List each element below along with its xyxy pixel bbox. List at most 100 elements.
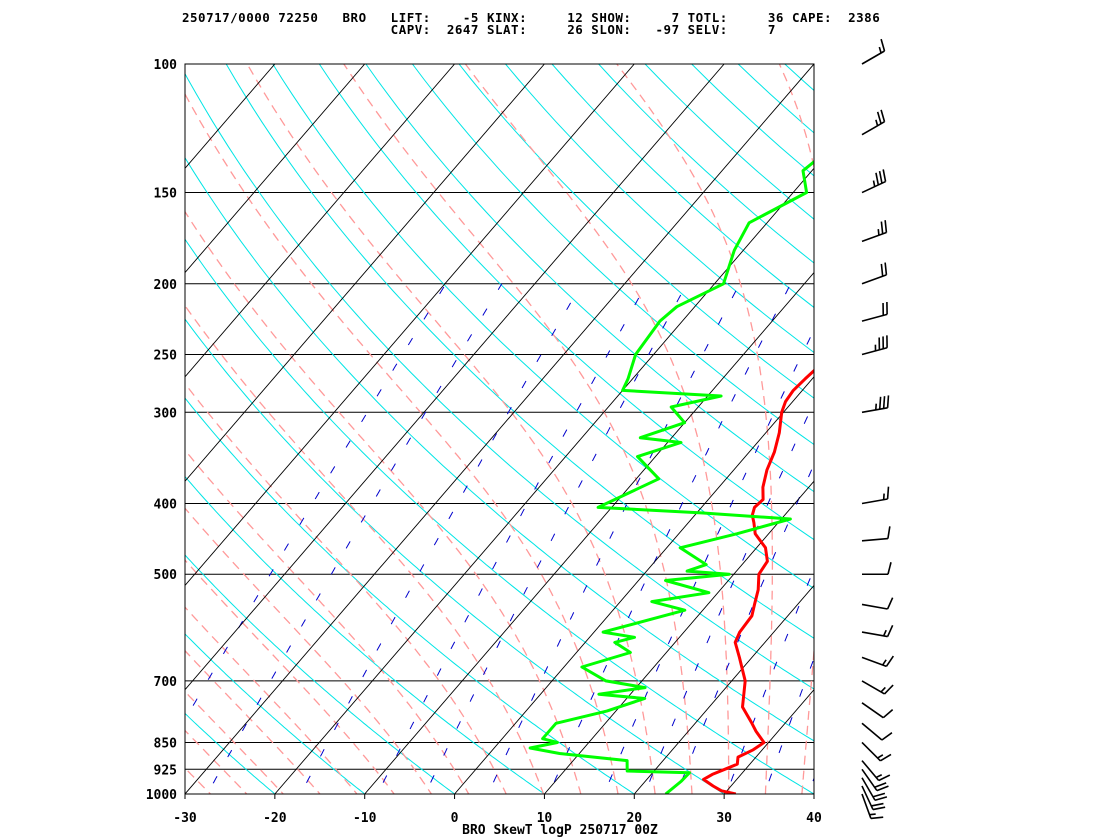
mixing-ratio-line (300, 283, 582, 794)
wind-barb (861, 702, 894, 719)
wind-barb (861, 722, 893, 741)
dry-adiabat (784, 64, 814, 92)
wind-barb-staff (861, 680, 885, 695)
mixing-ratio-line (676, 463, 814, 794)
pressure-tick-label: 1000 (146, 788, 177, 803)
wind-barb-flag (887, 562, 892, 575)
moist-adiabat (185, 507, 433, 794)
wind-barb-staff (861, 722, 883, 741)
wind-barb-half-flag (877, 229, 880, 236)
wind-barb (861, 777, 888, 802)
wind-barb (861, 785, 886, 811)
wind-barb-staff (861, 702, 884, 719)
wind-barb-flag (880, 38, 886, 52)
mixing-ratio-line (487, 283, 741, 794)
pressure-tick-label: 700 (154, 675, 178, 690)
wind-barb (861, 301, 888, 322)
wind-barb-half-flag (882, 629, 887, 637)
isotherm-line (633, 584, 814, 794)
isotherm-line (185, 64, 455, 378)
pressure-tick-label: 850 (154, 736, 178, 751)
wind-barb (861, 395, 890, 414)
moist-adiabats (185, 64, 814, 794)
wind-barb-flag (883, 684, 894, 695)
wind-barb-half-flag (869, 813, 876, 816)
temperature-tick-label: -30 (173, 811, 197, 826)
header-line2: CAPV: 2647 SLAT: 26 SLON: -97 SELV: 7 (182, 22, 776, 37)
dry-adiabat (411, 64, 814, 446)
isotherms (185, 64, 814, 794)
wind-barb-staff (861, 274, 887, 285)
dry-adiabat (185, 475, 546, 794)
wind-barb-half-flag (880, 686, 886, 693)
wind-barb-staff (861, 121, 885, 136)
wind-barb (862, 562, 892, 576)
dry-adiabats (185, 48, 1120, 810)
pressure-tick-label: 925 (154, 763, 177, 778)
wind-barb-staff (861, 793, 872, 819)
dry-adiabat (185, 712, 276, 794)
pressure-tick-label: 400 (154, 498, 178, 513)
wind-barb (861, 262, 888, 285)
wind-barb (861, 793, 884, 820)
wind-barb-half-flag (878, 46, 882, 54)
dry-adiabat (185, 72, 814, 690)
wind-barb-staff (861, 406, 888, 414)
dry-adiabat (185, 633, 366, 794)
isotherm-line (454, 376, 814, 794)
wind-barb-flag (876, 111, 882, 124)
header-line1: 250717/0000 72250 BRO LIFT: -5 KINX: 12 … (182, 10, 881, 25)
wind-barb (861, 220, 888, 243)
moist-adiabat (778, 64, 814, 794)
moist-adiabat (185, 210, 582, 794)
moist-adiabat (343, 64, 693, 794)
moist-adiabat (185, 767, 212, 794)
wind-barb-flag (887, 526, 891, 539)
wind-barb (861, 655, 895, 668)
moist-adiabat (185, 304, 545, 794)
wind-barb (861, 109, 886, 136)
pressure-tick-label: 500 (154, 568, 178, 583)
wind-barb-staff (861, 313, 888, 322)
moist-adiabat (616, 64, 774, 794)
wind-barb-staff (861, 346, 888, 356)
wind-barb-flag (876, 785, 889, 792)
wind-barbs (861, 38, 895, 820)
isotherm-line (274, 167, 814, 794)
wind-barb-flag (881, 732, 893, 741)
mixing-ratio-line (808, 776, 814, 794)
wind-barb-half-flag (877, 754, 884, 759)
dry-adiabat (813, 48, 1120, 810)
wind-barb-flag (880, 221, 884, 234)
dry-adiabat (185, 397, 636, 794)
temperature-tick-label: -20 (263, 811, 287, 826)
wind-barb-flag (886, 395, 890, 408)
wind-barb-flag (878, 774, 891, 782)
pressure-tick-label: 200 (154, 278, 178, 293)
dry-adiabat (997, 48, 1120, 810)
wind-barb-flag (885, 655, 895, 667)
wind-barb-flag (880, 109, 886, 122)
dry-adiabat (951, 48, 1120, 810)
mixing-ratio-lines (185, 283, 814, 794)
dry-adiabat (225, 64, 814, 639)
wind-barb-flag (874, 782, 887, 789)
mixing-ratio-line (185, 283, 447, 721)
dry-adiabat (365, 64, 814, 493)
wind-barb-staff (861, 777, 876, 801)
chart-title: BRO SkewT logP 250717 00Z (462, 823, 658, 838)
wind-barb-staff (861, 631, 888, 638)
wind-barb-half-flag (875, 774, 883, 779)
wind-barb-half-flag (882, 659, 887, 666)
dewpoint-profile (528, 159, 814, 794)
isotherm-line (185, 64, 276, 169)
wind-barb-staff (861, 180, 886, 194)
dry-adiabat (458, 64, 814, 399)
moist-adiabat (185, 382, 507, 794)
moist-adiabat (185, 729, 248, 794)
wind-barb-staff (861, 603, 888, 610)
temperature-tick-label: 20 (626, 811, 642, 826)
moist-adiabat (185, 649, 321, 794)
wind-barb-flag (871, 802, 884, 807)
